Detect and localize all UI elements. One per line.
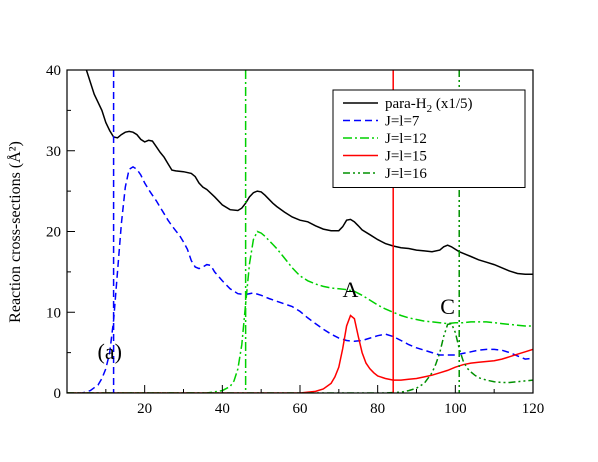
y-tick-label: 30 [46,144,61,160]
y-tick-label: 20 [46,225,61,241]
y-tick-label: 0 [54,386,62,402]
series-line-0 [85,70,533,276]
legend: para-H2 (x1/5)J=l=7J=l=12 J=l=15J=l=16 [332,89,526,188]
x-tick-label: 100 [444,401,467,417]
series-line-2 [67,230,533,393]
y-tick-label: 40 [46,63,61,79]
legend-label: J=l=7 [385,114,420,130]
x-tick-label: 120 [522,401,545,417]
x-tick-label: 80 [370,401,385,417]
y-tick-label: 10 [46,305,61,321]
annotation-label: A [343,277,359,302]
legend-label: J=l=16 [385,166,427,182]
legend-label: J=l=15 [385,149,427,165]
annotations: A C (a) [98,277,455,364]
annotation-label: (a) [98,339,122,364]
x-tick-label: 60 [293,401,308,417]
series-line-4 [67,322,533,393]
x-tick-label: 20 [137,401,152,417]
legend-label: para-H2 (x1/5) [385,96,473,115]
x-tick-label: 40 [215,401,230,417]
annotation-label: C [440,294,455,319]
axis-ticks: 20 40 60 80 100 120 0 10 20 30 40 [46,63,544,417]
legend-label: J=l=12 [385,131,427,147]
series-line-3 [67,314,533,393]
y-axis-title: Reaction cross-sections (Å²) [6,141,24,323]
